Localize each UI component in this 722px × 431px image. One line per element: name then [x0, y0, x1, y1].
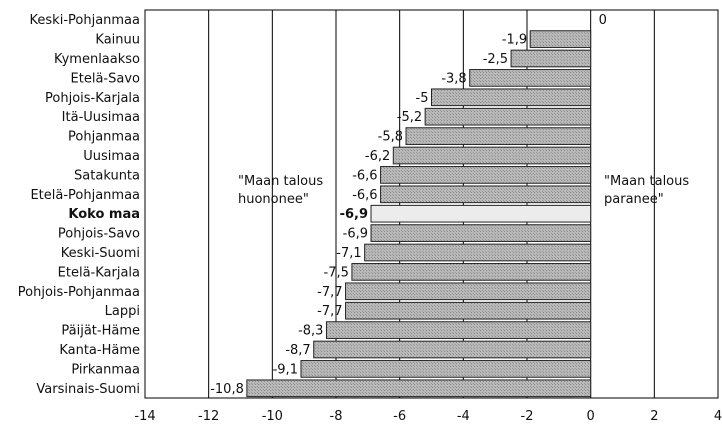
x-tick-label: -12 — [198, 409, 219, 424]
value-label: -6,9 — [340, 207, 368, 222]
category-label: Etelä-Pohjanmaa — [30, 188, 140, 203]
value-label: -8,7 — [285, 343, 310, 358]
category-label: Uusimaa — [83, 149, 140, 164]
bar — [370, 224, 592, 242]
value-label: -7,1 — [336, 246, 361, 261]
category-label: Itä-Uusimaa — [62, 110, 140, 125]
bar — [424, 107, 592, 126]
bar — [313, 340, 592, 359]
bar — [345, 282, 592, 301]
value-label: -6,6 — [352, 188, 377, 203]
annotation-left-line2: huononee" — [238, 192, 309, 207]
x-tick-label: -2 — [521, 409, 534, 424]
bar — [351, 263, 592, 281]
bar — [510, 49, 592, 68]
x-tick-label: -10 — [262, 409, 283, 424]
category-label: Lappi — [105, 304, 140, 319]
value-label: -7,7 — [317, 304, 342, 319]
bar — [380, 185, 592, 204]
bar — [345, 301, 592, 320]
category-label: Etelä-Savo — [71, 71, 140, 86]
category-label: Päijät-Häme — [61, 324, 140, 339]
bar — [469, 69, 592, 87]
annotation-left-line1: "Maan talous — [238, 174, 323, 189]
annotation-right-line1: "Maan talous — [604, 174, 689, 189]
category-label: Kainuu — [95, 33, 140, 48]
value-label: -5,2 — [397, 110, 422, 125]
value-label: -6,6 — [352, 168, 377, 183]
category-label: Pohjois-Savo — [58, 227, 140, 242]
annotation-right-line2: paranee" — [604, 192, 664, 207]
category-label: Pohjois-Pohjanmaa — [18, 285, 140, 300]
value-label: -6,2 — [365, 149, 390, 164]
x-tick-label: -14 — [134, 409, 155, 424]
category-label: Pohjois-Karjala — [45, 91, 140, 106]
bar — [529, 30, 592, 48]
x-tick-label: 2 — [650, 409, 658, 424]
category-label: Varsinais-Suomi — [36, 382, 140, 397]
category-label: Keski-Suomi — [61, 246, 140, 261]
category-label: Satakunta — [74, 168, 140, 183]
bar — [431, 88, 592, 107]
value-label: -7,7 — [317, 285, 342, 300]
category-label: Koko maa — [68, 207, 140, 222]
bar — [392, 146, 592, 165]
category-label: Pohjanmaa — [68, 130, 140, 145]
value-label: -8,3 — [298, 324, 323, 339]
value-label: -1,9 — [502, 33, 527, 48]
bar — [325, 321, 592, 339]
bar — [364, 243, 592, 262]
value-label: -5,8 — [378, 130, 403, 145]
value-label: -7,5 — [324, 265, 349, 280]
value-label: -3,8 — [441, 71, 466, 86]
bar — [300, 360, 592, 378]
x-tick-label: -4 — [457, 409, 470, 424]
category-label: Kymenlaakso — [54, 52, 140, 67]
category-label: Kanta-Häme — [59, 343, 140, 358]
value-label: -10,8 — [210, 382, 244, 397]
value-label: -6,9 — [343, 227, 368, 242]
value-label: -5 — [416, 91, 429, 106]
x-tick-label: -6 — [393, 409, 406, 424]
value-label: -9,1 — [273, 362, 298, 377]
bar — [405, 127, 592, 145]
value-label: -2,5 — [483, 52, 508, 67]
x-tick-label: 0 — [587, 409, 595, 424]
bar — [380, 166, 592, 184]
annotations: "Maan talous huononee" "Maan talous para… — [238, 174, 689, 207]
bar — [246, 379, 592, 398]
bars — [246, 30, 592, 398]
labels: -14 -12 -10 -8 -6 -4 -2 0 2 4 Keski-Pohjanmaa 0 Kain… — [18, 13, 722, 424]
x-tick-label: 4 — [714, 409, 722, 424]
bar — [370, 204, 592, 223]
category-label: Pirkanmaa — [71, 362, 140, 377]
category-label: Keski-Pohjanmaa — [30, 13, 140, 28]
value-label: 0 — [599, 13, 607, 28]
category-label: Etelä-Karjala — [58, 265, 140, 280]
x-tick-label: -8 — [330, 409, 343, 424]
